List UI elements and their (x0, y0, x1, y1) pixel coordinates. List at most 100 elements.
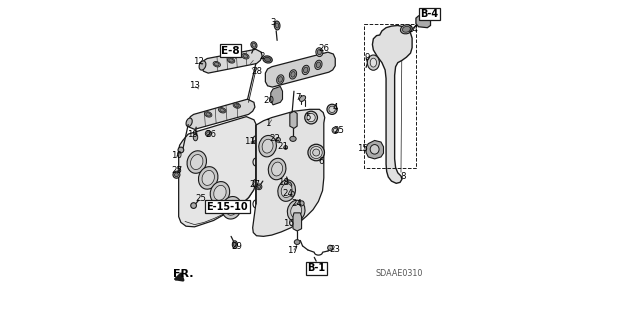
Polygon shape (253, 109, 324, 236)
Ellipse shape (213, 62, 220, 67)
Text: 10: 10 (171, 151, 182, 160)
Text: 26: 26 (318, 44, 330, 54)
Text: 16: 16 (284, 219, 294, 227)
Ellipse shape (199, 61, 206, 70)
Text: 23: 23 (330, 245, 340, 254)
Ellipse shape (263, 56, 272, 63)
Text: 1: 1 (265, 119, 270, 129)
Ellipse shape (305, 111, 317, 124)
Ellipse shape (225, 200, 238, 215)
Ellipse shape (271, 162, 283, 176)
Ellipse shape (290, 136, 296, 141)
Ellipse shape (191, 203, 196, 208)
Ellipse shape (370, 58, 376, 67)
Ellipse shape (264, 57, 271, 62)
Text: 25: 25 (333, 126, 344, 135)
Ellipse shape (291, 71, 295, 77)
Text: B-4: B-4 (420, 9, 438, 19)
Ellipse shape (333, 128, 337, 132)
Ellipse shape (289, 191, 294, 196)
Ellipse shape (187, 151, 207, 173)
Text: 5: 5 (305, 113, 310, 122)
Text: FR.: FR. (173, 270, 193, 279)
Text: E-15-10: E-15-10 (207, 202, 248, 211)
Ellipse shape (303, 67, 308, 73)
Ellipse shape (275, 21, 280, 30)
Ellipse shape (328, 245, 333, 250)
Ellipse shape (220, 108, 225, 112)
Ellipse shape (317, 50, 321, 55)
Text: 17: 17 (287, 246, 298, 255)
Ellipse shape (193, 134, 198, 141)
Text: 14: 14 (407, 25, 419, 34)
Ellipse shape (327, 104, 337, 115)
Ellipse shape (370, 145, 379, 154)
Polygon shape (293, 213, 301, 231)
Ellipse shape (287, 200, 305, 222)
Ellipse shape (259, 136, 276, 157)
Text: 2: 2 (259, 52, 265, 61)
Ellipse shape (276, 23, 278, 28)
Ellipse shape (186, 118, 192, 127)
Ellipse shape (403, 26, 410, 32)
Text: 13: 13 (189, 81, 200, 90)
Text: 7: 7 (296, 93, 301, 102)
Text: 20: 20 (263, 96, 274, 105)
Text: 24: 24 (282, 189, 293, 198)
Ellipse shape (276, 137, 280, 142)
Ellipse shape (315, 60, 322, 70)
Ellipse shape (316, 48, 323, 56)
Ellipse shape (294, 240, 300, 244)
Text: 3: 3 (270, 18, 276, 27)
Ellipse shape (234, 104, 239, 107)
Ellipse shape (284, 145, 287, 149)
Ellipse shape (256, 184, 262, 190)
Ellipse shape (291, 204, 301, 218)
Text: 26: 26 (205, 130, 216, 139)
Ellipse shape (191, 154, 203, 169)
Ellipse shape (367, 55, 380, 70)
Ellipse shape (300, 96, 306, 101)
Text: 24: 24 (292, 199, 303, 208)
Text: 22: 22 (269, 134, 280, 143)
Ellipse shape (234, 242, 236, 247)
Text: 11: 11 (244, 137, 255, 145)
Ellipse shape (289, 70, 296, 79)
Ellipse shape (310, 146, 322, 159)
Text: 6: 6 (318, 157, 323, 166)
Text: 19: 19 (187, 130, 198, 138)
Ellipse shape (222, 197, 241, 219)
Ellipse shape (257, 185, 260, 189)
Ellipse shape (308, 144, 324, 161)
Ellipse shape (401, 25, 412, 34)
Polygon shape (179, 117, 257, 227)
Text: 18: 18 (278, 178, 289, 187)
Ellipse shape (214, 185, 226, 200)
Ellipse shape (206, 113, 211, 116)
Polygon shape (266, 52, 335, 87)
Ellipse shape (252, 43, 255, 47)
Ellipse shape (302, 65, 309, 75)
Ellipse shape (214, 63, 219, 66)
Polygon shape (372, 26, 412, 183)
Polygon shape (290, 111, 297, 128)
Ellipse shape (243, 55, 248, 58)
Ellipse shape (178, 147, 184, 153)
Ellipse shape (286, 182, 292, 189)
Ellipse shape (228, 59, 234, 62)
Ellipse shape (299, 201, 304, 206)
Ellipse shape (173, 171, 180, 178)
Polygon shape (188, 99, 255, 129)
Text: 12: 12 (193, 57, 204, 66)
Ellipse shape (202, 170, 214, 185)
Text: 27: 27 (250, 180, 260, 189)
Ellipse shape (262, 139, 273, 153)
Text: B-1: B-1 (307, 263, 325, 273)
Text: 9: 9 (364, 53, 370, 62)
Text: 25: 25 (171, 166, 182, 175)
Ellipse shape (227, 58, 235, 63)
Polygon shape (416, 13, 431, 28)
Text: 29: 29 (231, 242, 242, 251)
Ellipse shape (251, 42, 257, 48)
Ellipse shape (242, 54, 249, 59)
